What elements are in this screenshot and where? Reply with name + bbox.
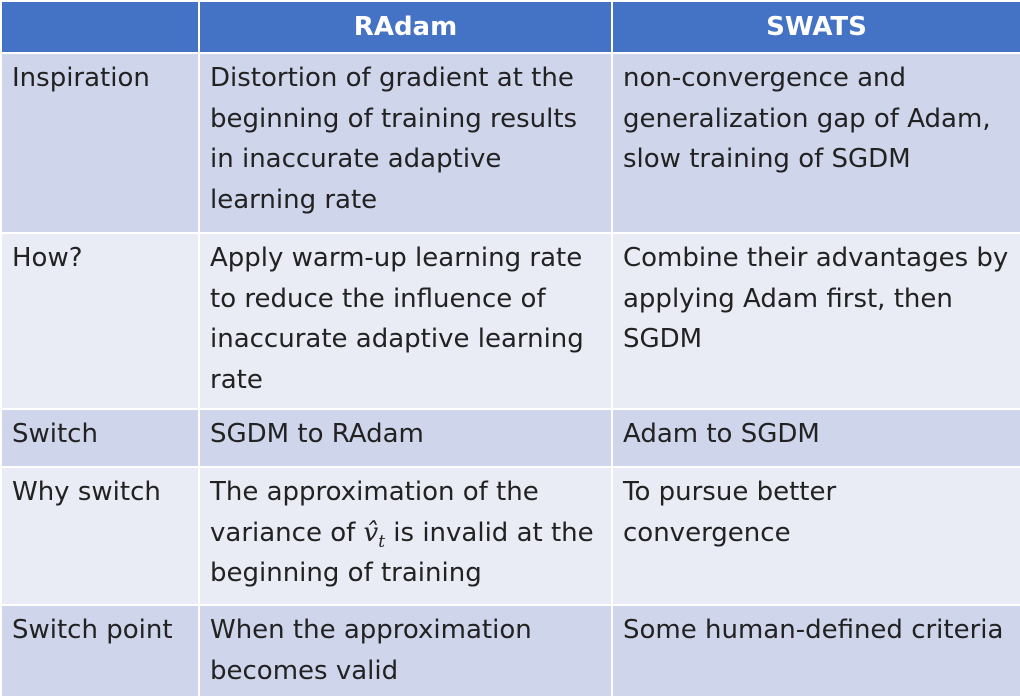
- cell-radam: SGDM to RAdam: [198, 408, 613, 468]
- cell-radam: Distortion of gradient at the beginning …: [198, 52, 613, 234]
- row-how: How? Apply warm-up learning rate to redu…: [0, 232, 1020, 410]
- row-switch: Switch SGDM to RAdam Adam to SGDM: [0, 408, 1020, 468]
- header-corner: [0, 0, 200, 54]
- row-label: Switch: [0, 408, 200, 468]
- cell-radam: The approximation of the variance of v̂t…: [198, 466, 613, 606]
- header-swats: SWATS: [611, 0, 1020, 54]
- cell-swats: Some human-defined criteria: [611, 604, 1020, 696]
- cell-swats: non-convergence and generalization gap o…: [611, 52, 1020, 234]
- row-label: Inspiration: [0, 52, 200, 234]
- v-hat-subscript: t: [378, 530, 386, 551]
- v-hat-symbol: v̂t: [363, 517, 386, 551]
- row-label: Switch point: [0, 604, 200, 696]
- header-row: RAdam SWATS: [0, 0, 1020, 54]
- cell-radam: Apply warm-up learning rate to reduce th…: [198, 232, 613, 410]
- row-inspiration: Inspiration Distortion of gradient at th…: [0, 52, 1020, 234]
- cell-radam: When the approximation becomes valid: [198, 604, 613, 696]
- cell-swats: Combine their advantages by applying Ada…: [611, 232, 1020, 410]
- row-label: How?: [0, 232, 200, 410]
- header-radam: RAdam: [198, 0, 613, 54]
- row-switch-point: Switch point When the approximation beco…: [0, 604, 1020, 696]
- cell-swats: To pursue better convergence: [611, 466, 1020, 606]
- cell-text-pre: The approximation of the variance of: [210, 477, 539, 548]
- row-label: Why switch: [0, 466, 200, 606]
- row-why-switch: Why switch The approximation of the vari…: [0, 466, 1020, 606]
- cell-text-post: is invalid at the beginning of training: [210, 517, 594, 589]
- v-hat-char: v̂: [363, 517, 379, 548]
- cell-swats: Adam to SGDM: [611, 408, 1020, 468]
